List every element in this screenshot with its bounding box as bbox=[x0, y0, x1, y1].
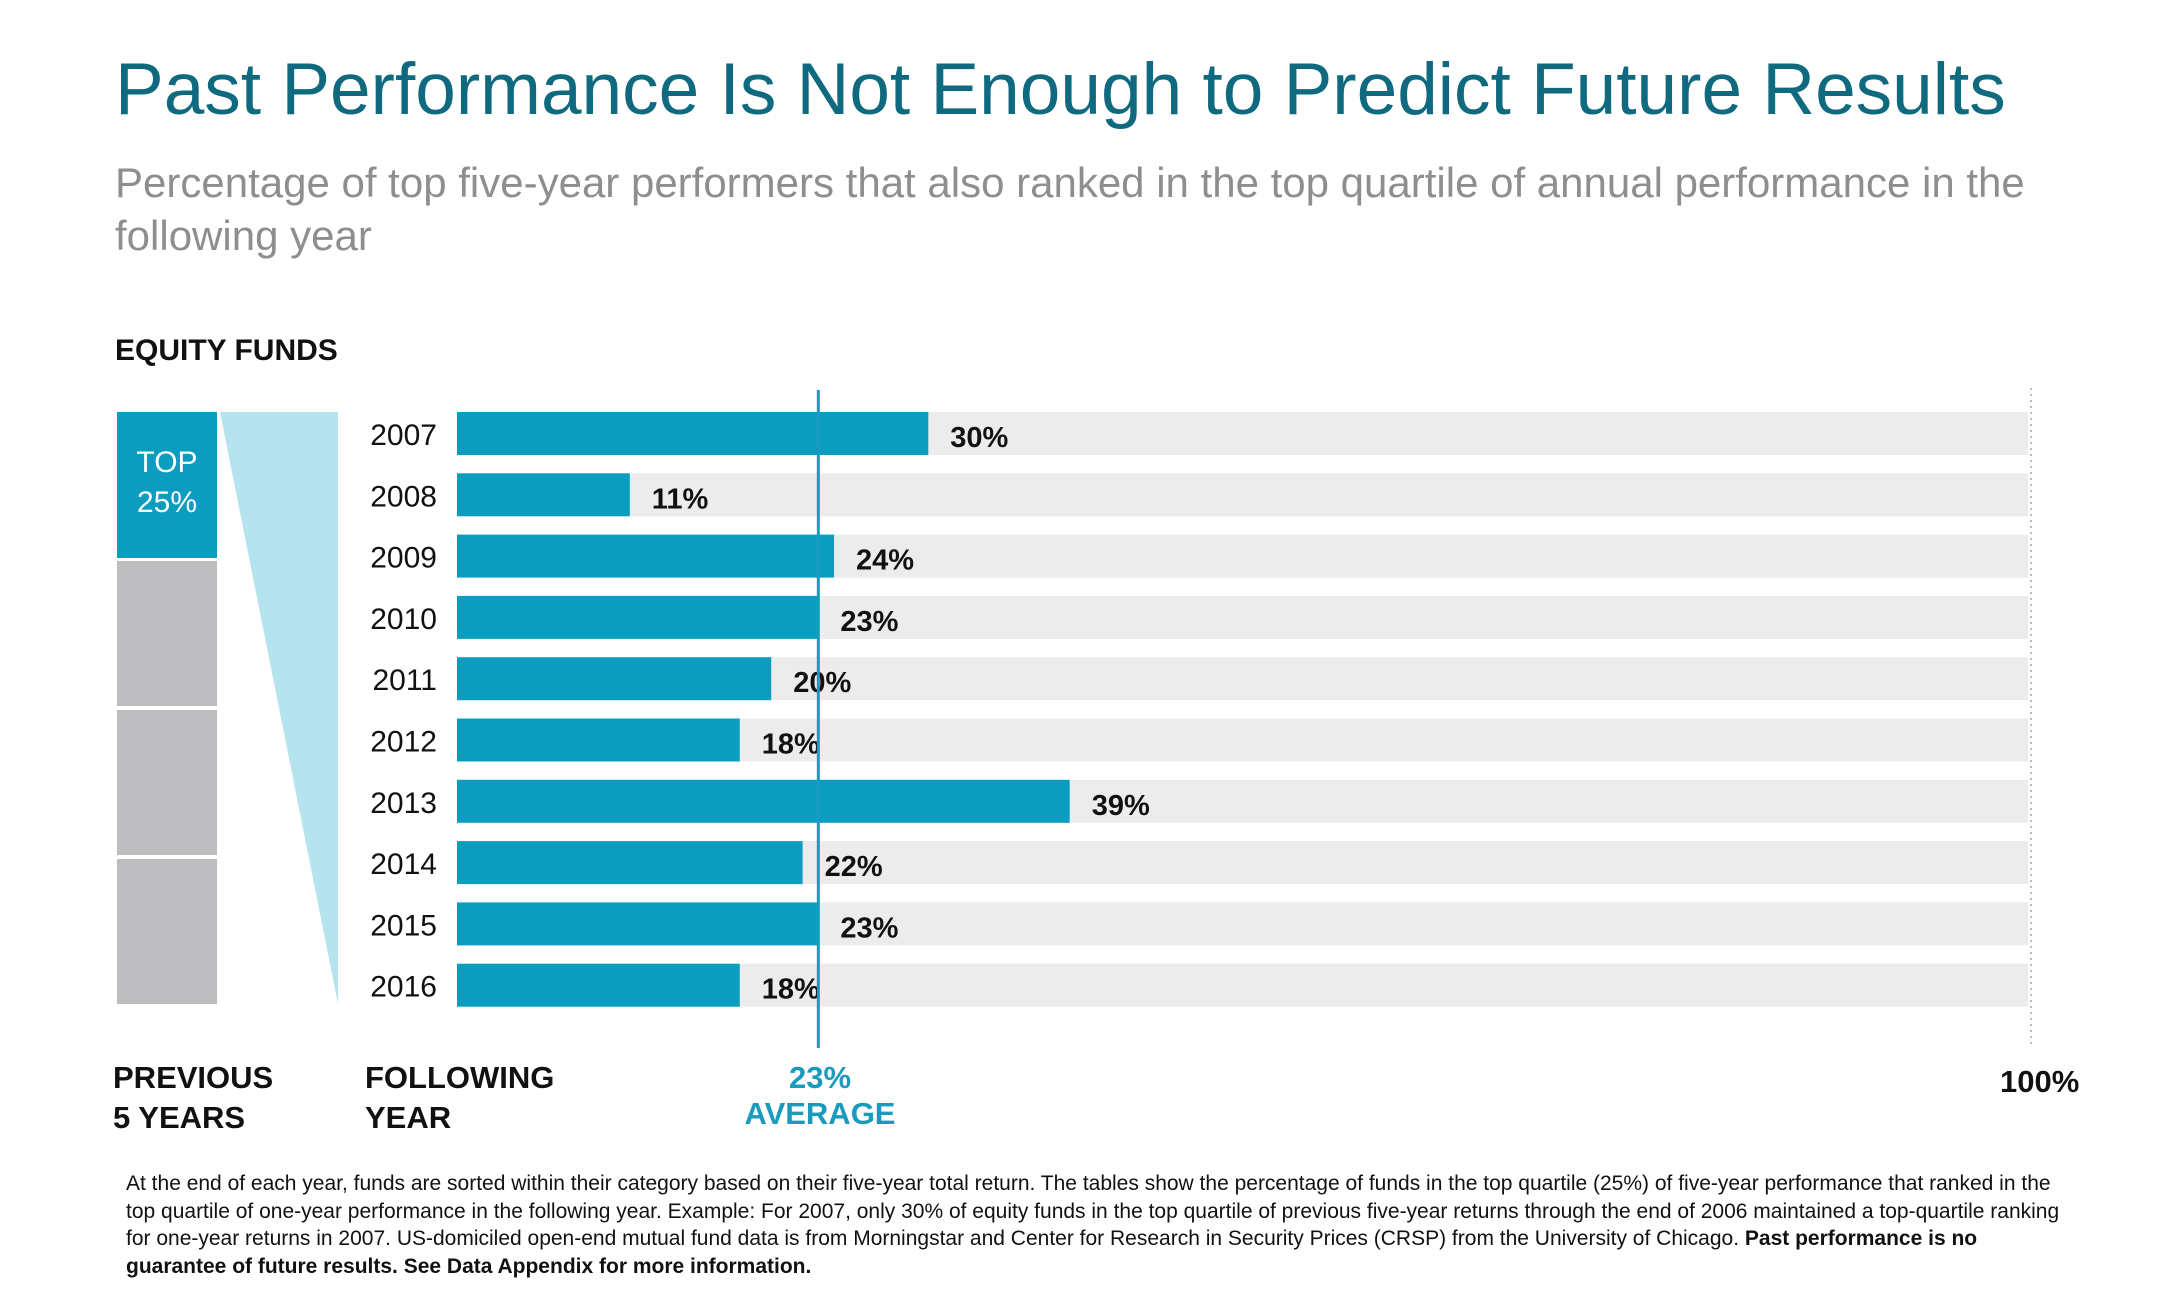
category-label: 2007 bbox=[370, 419, 437, 452]
quartile-block-2 bbox=[117, 561, 217, 706]
chart-subtitle: Percentage of top five-year performers t… bbox=[115, 159, 2025, 259]
category-label: 2013 bbox=[370, 787, 437, 820]
data-label: 30% bbox=[950, 422, 1008, 454]
max-label-text: 100% bbox=[2000, 1064, 2080, 1099]
bar-track bbox=[457, 473, 2028, 517]
footnote: At the end of each year, funds are sorte… bbox=[126, 1170, 2076, 1280]
max-label: 100% bbox=[2000, 1062, 2079, 1102]
bar bbox=[457, 657, 772, 701]
data-label: 24% bbox=[856, 545, 914, 577]
category-label: 2009 bbox=[370, 542, 437, 575]
data-label: 11% bbox=[652, 483, 709, 515]
bar bbox=[457, 412, 929, 455]
data-label: 18% bbox=[762, 974, 820, 1006]
category-label: 2016 bbox=[370, 971, 437, 1004]
top-quartile-label-line1: TOP bbox=[136, 446, 197, 479]
footnote-bold: Past performance is no guarantee of futu… bbox=[126, 1227, 1978, 1278]
bar-chart: TOP 25% 2007 30% 2008 11% 2009 24% 2010 23% 2011… bbox=[117, 388, 2032, 1048]
bar bbox=[457, 595, 819, 639]
footnote-text: At the end of each year, funds are sorte… bbox=[126, 1172, 2060, 1250]
bar bbox=[457, 534, 835, 578]
top-quartile-label-line2: 25% bbox=[137, 486, 197, 519]
funnel-shape bbox=[220, 412, 338, 1004]
quartile-block-4 bbox=[117, 859, 217, 1004]
previous-years-line2: 5 YEARS bbox=[113, 1100, 246, 1135]
chart-title: Past Performance Is Not Enough to Predic… bbox=[115, 49, 2006, 130]
average-value: 23% bbox=[788, 1060, 852, 1095]
category-label: 2008 bbox=[370, 480, 437, 513]
bar bbox=[457, 902, 819, 946]
bar bbox=[457, 963, 740, 1007]
data-label: 20% bbox=[793, 667, 851, 699]
average-text: AVERAGE bbox=[744, 1096, 896, 1131]
category-label: 2012 bbox=[370, 726, 437, 759]
category-label: 2011 bbox=[372, 664, 437, 697]
data-label: 23% bbox=[840, 606, 898, 638]
section-label: EQUITY FUNDS bbox=[115, 334, 338, 367]
category-label: 2014 bbox=[370, 848, 437, 881]
data-label: 18% bbox=[762, 729, 820, 761]
bar bbox=[457, 841, 803, 885]
previous-years-line1: PREVIOUS bbox=[113, 1060, 274, 1095]
quartile-block-3 bbox=[117, 710, 217, 855]
bar bbox=[457, 779, 1070, 823]
following-year-label: FOLLOWING YEAR bbox=[365, 1058, 554, 1138]
data-label: 23% bbox=[840, 912, 898, 944]
top-quartile-block bbox=[117, 412, 217, 558]
category-label: 2010 bbox=[370, 603, 437, 636]
bar bbox=[457, 718, 740, 762]
data-label: 39% bbox=[1092, 790, 1150, 822]
data-label: 22% bbox=[825, 851, 883, 883]
previous-years-label: PREVIOUS 5 YEARS bbox=[113, 1058, 273, 1138]
following-year-line2: YEAR bbox=[365, 1100, 452, 1135]
average-label: 23% AVERAGE bbox=[720, 1060, 920, 1132]
following-year-line1: FOLLOWING bbox=[365, 1060, 555, 1095]
bar bbox=[457, 473, 630, 517]
category-label: 2015 bbox=[370, 909, 437, 942]
